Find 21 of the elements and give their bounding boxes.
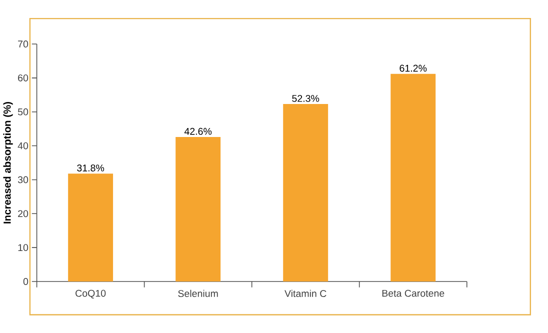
x-tick-label: CoQ10 <box>76 290 106 298</box>
bar <box>283 104 328 282</box>
y-tick-label: 40 <box>18 142 28 150</box>
y-axis-title: Increased absorption (%) <box>3 102 13 224</box>
bar <box>390 74 436 282</box>
x-tick-label: Selenium <box>178 290 218 297</box>
y-tick-label: 70 <box>18 40 28 48</box>
y-tick-label: 0 <box>23 278 28 285</box>
data-label: 42.6% <box>184 128 212 135</box>
y-tick-label: 30 <box>18 176 28 184</box>
data-label: 61.2% <box>400 64 427 72</box>
data-label: 31.8% <box>77 164 104 172</box>
x-tick-label: Vitamin C <box>284 290 326 297</box>
y-tick-label: 60 <box>18 74 28 82</box>
bar <box>68 173 114 282</box>
y-tick-label: 50 <box>18 108 28 116</box>
x-tick-label: Beta Carotene <box>382 290 444 297</box>
data-label: 52.3% <box>292 94 320 102</box>
y-tick-label: 10 <box>18 244 28 251</box>
y-tick-label: 20 <box>18 210 28 217</box>
bar <box>176 136 221 282</box>
